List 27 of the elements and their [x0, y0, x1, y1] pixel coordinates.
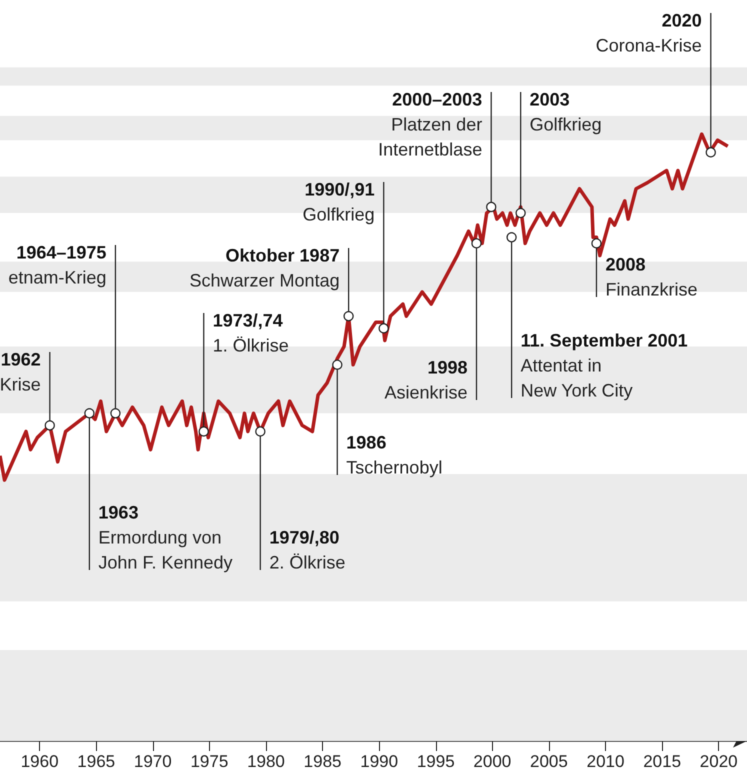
- x-tick-label: 1985: [304, 752, 342, 771]
- x-tick-label: 1970: [134, 752, 172, 771]
- x-tick-label: 1995: [416, 752, 455, 771]
- x-tick-label: 1965: [77, 752, 116, 771]
- annotation: 1964–1975 etnam-Krieg: [8, 242, 106, 288]
- annotation: 2000–2003 Platzen der Internetblase: [378, 90, 482, 160]
- x-tick-label: 1980: [247, 752, 285, 771]
- annotation: 1962 Krise: [0, 350, 41, 394]
- x-tick-label: 2020: [700, 752, 738, 771]
- annotation: 1986 Tschernobyl: [346, 432, 442, 478]
- annotation: 1979/,80 2. Ölkrise: [269, 528, 346, 572]
- annotation: 2020 Corona-Krise: [596, 10, 702, 56]
- annotation: 11. September 2001 Attentat in New York City: [520, 330, 688, 400]
- x-tick-label: 2010: [586, 752, 624, 771]
- annotation: 1963 Ermordung von John F. Kennedy: [98, 502, 233, 572]
- x-tick-label: 2005: [530, 752, 568, 771]
- x-tick-label: 2015: [643, 752, 682, 771]
- annotation: 1990/,91 Golfkrieg: [302, 180, 375, 224]
- x-tick-label: 1975: [190, 752, 228, 771]
- x-tick-label: 1960: [20, 752, 59, 771]
- x-tick-label: 2000: [473, 752, 512, 771]
- annotation: 2008 Finanzkrise: [605, 254, 698, 300]
- x-tick-label: 1990: [360, 752, 398, 771]
- annotation: Oktober 1987 Schwarzer Montag: [190, 246, 340, 290]
- annotation: 1973/,74 1. Ölkrise: [212, 310, 289, 356]
- annotation: 2003 Golfkrieg: [530, 90, 602, 134]
- annotation: 1998 Asienkrise: [384, 358, 468, 402]
